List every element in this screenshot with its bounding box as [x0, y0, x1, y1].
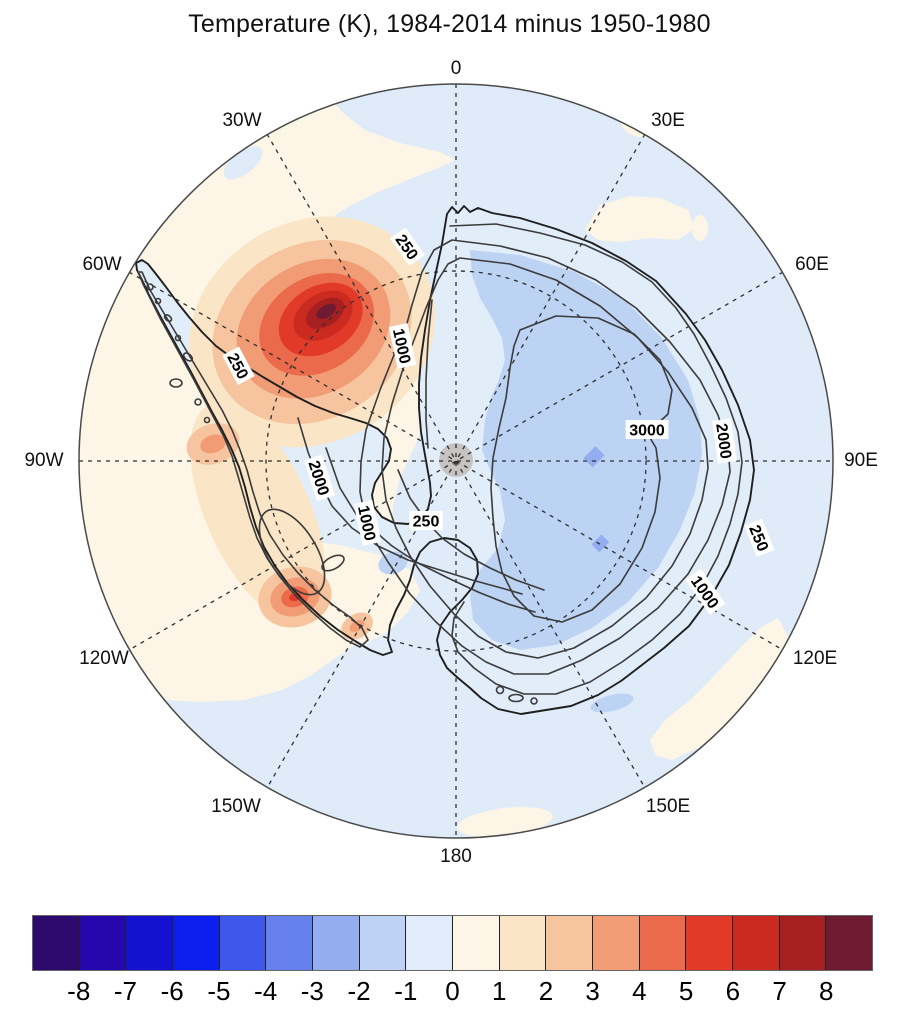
contour-3000	[490, 315, 673, 623]
polar-map: 250 250 1000 2000 1000 250 3000 2000 250 1000 0 30…	[24, 58, 877, 867]
meridian-label: 60W	[82, 254, 121, 275]
colorbar-cell	[78, 916, 126, 970]
warm-patch-ne-tiny	[692, 215, 708, 241]
meridian-label: 30E	[651, 110, 685, 131]
warm-patch-s	[457, 806, 553, 838]
meridian-label: 30W	[222, 110, 261, 131]
colorbar-cell	[732, 916, 779, 970]
plateau-cool-fill	[470, 250, 702, 650]
colorbar-cell	[33, 916, 79, 970]
colorbar-tick: 3	[585, 976, 600, 1006]
meridian-label: 150W	[211, 796, 261, 817]
colorbar-tick: 5	[678, 976, 694, 1006]
contour-1000-east	[359, 239, 731, 675]
warm-band-se	[650, 618, 790, 760]
colorbar-tick: -3	[300, 976, 324, 1006]
cool-pocket-nw	[223, 146, 263, 180]
meridian-label: 90E	[844, 450, 878, 471]
colorbar-cell	[125, 916, 173, 970]
islands	[146, 283, 538, 705]
colorbar-cell	[685, 916, 733, 970]
meridian-label: 60E	[795, 254, 829, 275]
colorbar-tick: -5	[207, 976, 231, 1006]
contour-1000-west	[258, 508, 326, 596]
colorbar-tick: -6	[160, 976, 184, 1006]
colorbar-tick: 2	[538, 976, 554, 1006]
colorbar-cell	[498, 916, 546, 970]
meridian-label: 180	[440, 846, 472, 867]
colorbar-cell	[778, 916, 826, 970]
pole-data-hole	[439, 443, 473, 477]
graticule	[79, 84, 833, 838]
warm-patch-ne	[585, 196, 695, 242]
colorbar-cell	[265, 916, 313, 970]
colorbar-cell	[218, 916, 266, 970]
latitude-circle-75s	[265, 270, 647, 652]
contour-label: 250	[409, 511, 443, 531]
contour-1000-sw	[325, 447, 536, 613]
colorbar-cell	[172, 916, 219, 970]
colorbar-tick: 4	[632, 976, 647, 1006]
meridian-labels: 0 30E 60E 90E 120E 150E 180 150W 120W 90W 60W 30W	[24, 58, 877, 867]
colorbar-cell	[638, 916, 686, 970]
meridian-label: 0	[451, 58, 462, 79]
colorbar-tick: -2	[347, 976, 371, 1006]
contour-250-west	[137, 271, 369, 648]
warming-spot-bellingshausen	[186, 423, 240, 465]
contour-250-sw	[397, 469, 545, 591]
meridian-label: 150E	[646, 796, 690, 817]
svg-text:3000: 3000	[629, 423, 665, 440]
colorbar-cell	[592, 916, 639, 970]
contour-250-coats	[425, 299, 433, 449]
colorbar-tick: 8	[819, 976, 834, 1006]
colorbar-cell	[825, 916, 873, 970]
colorbar-cell	[452, 916, 499, 970]
colorbar-tick: 0	[445, 976, 460, 1006]
contour-2000-east	[381, 257, 709, 659]
colorbar-cell	[312, 916, 359, 970]
colorbar-tick: 6	[725, 976, 741, 1006]
map-boundary-circle	[78, 83, 834, 839]
colorbar-area: -8 -7 -6 -5 -4 -3 -2 -1 0 1 2 3 4 5 6 7 8	[0, 908, 899, 1024]
meridian-label: 120E	[793, 648, 837, 669]
colorbar-tick: 1	[491, 976, 507, 1006]
figure-title: Temperature (K), 1984-2014 minus 1950-19…	[188, 10, 711, 38]
colorbar-cell	[358, 916, 406, 970]
meridian-label: 120W	[79, 648, 129, 669]
svg-text:2000: 2000	[712, 422, 734, 460]
colorbar-cell	[545, 916, 593, 970]
colorbar-cell	[405, 916, 453, 970]
colorbar-tick: -1	[394, 976, 418, 1006]
cold-spot-1	[583, 446, 605, 468]
colorbar-tick: 7	[772, 976, 787, 1006]
colorbar-ticks: -8 -7 -6 -5 -4 -3 -2 -1 0 1 2 3 4 5 6 7 8	[32, 976, 873, 1016]
svg-text:250: 250	[413, 514, 440, 531]
contour-250-east	[449, 223, 743, 695]
meridian-label: 90W	[24, 450, 63, 471]
colorbar-tick: -7	[113, 976, 137, 1006]
cold-spot-2	[591, 534, 610, 553]
contour-label: 3000	[625, 420, 669, 440]
contour-label: 2000	[712, 418, 737, 464]
colorbar-tick: -8	[67, 976, 91, 1006]
warming-hotspot-main	[188, 216, 436, 448]
cool-coastal-patch	[590, 693, 634, 713]
colorbar-tick: -4	[254, 976, 278, 1006]
colorbar	[32, 915, 873, 971]
